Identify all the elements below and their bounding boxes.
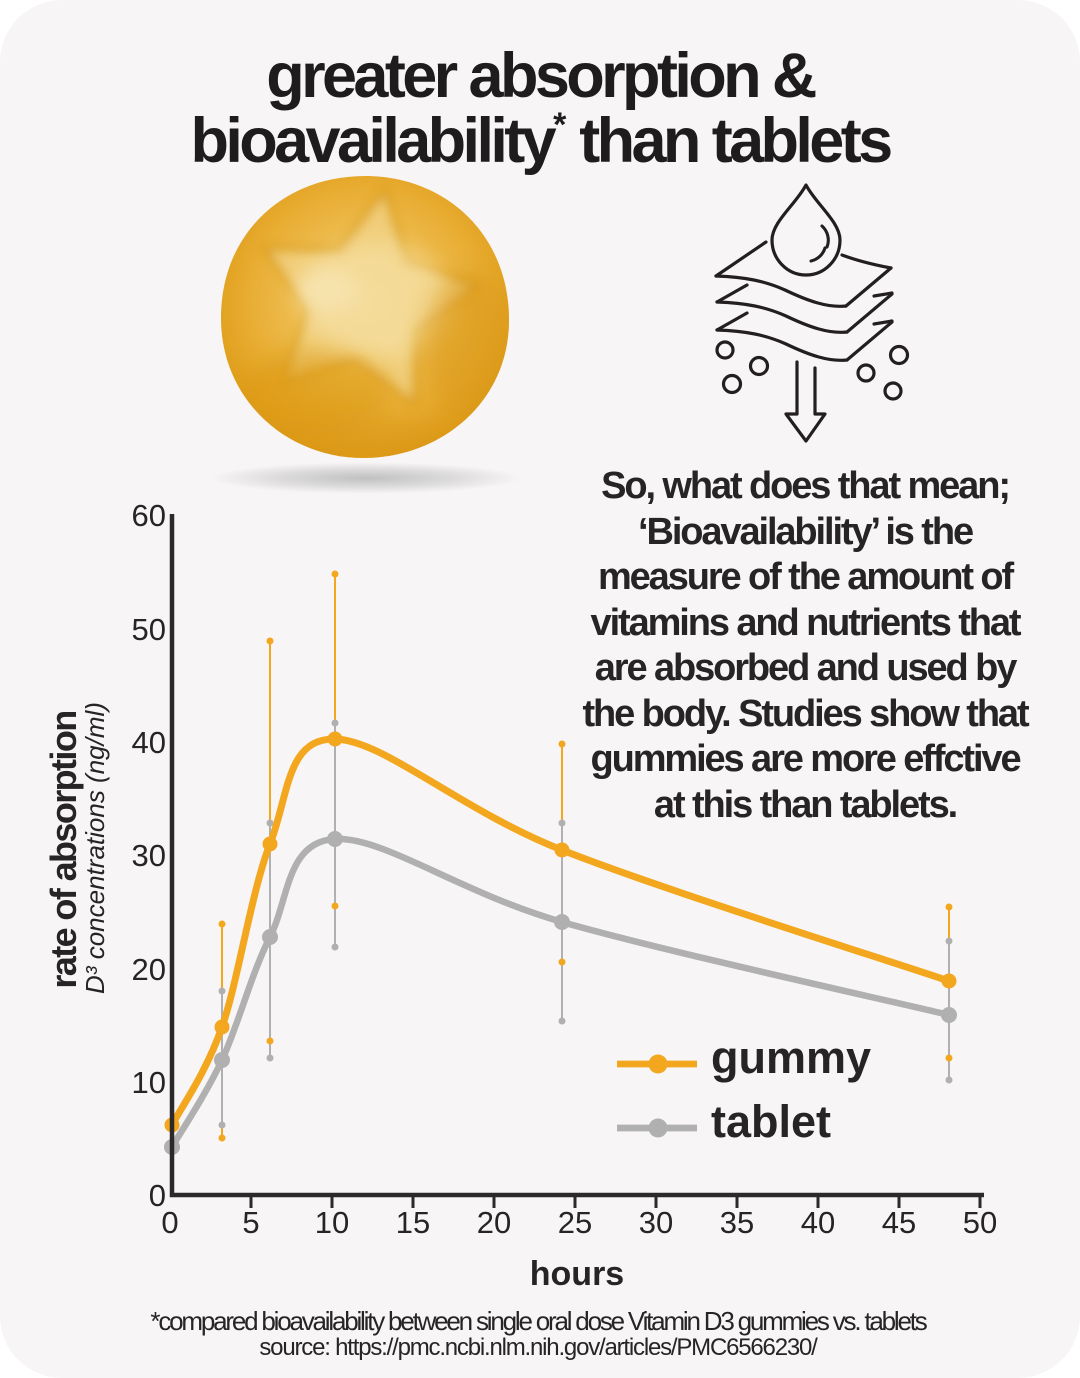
svg-text:10: 10 <box>315 1205 349 1240</box>
svg-text:5: 5 <box>242 1205 259 1240</box>
svg-text:D³ concentrations (ng/ml): D³ concentrations (ng/ml) <box>80 702 110 994</box>
svg-text:tablet: tablet <box>711 1096 831 1147</box>
svg-text:15: 15 <box>396 1205 430 1240</box>
svg-text:10: 10 <box>132 1065 166 1100</box>
svg-text:25: 25 <box>558 1205 592 1240</box>
svg-text:0: 0 <box>161 1205 178 1240</box>
svg-text:35: 35 <box>720 1205 754 1240</box>
svg-text:40: 40 <box>801 1205 835 1240</box>
svg-text:30: 30 <box>639 1205 673 1240</box>
svg-text:30: 30 <box>132 838 166 873</box>
svg-text:40: 40 <box>132 725 166 760</box>
svg-text:50: 50 <box>132 612 166 647</box>
svg-text:rate of absorption: rate of absorption <box>43 711 84 988</box>
svg-text:0: 0 <box>149 1178 166 1213</box>
svg-text:20: 20 <box>477 1205 511 1240</box>
svg-text:20: 20 <box>132 952 166 987</box>
svg-text:hours: hours <box>530 1255 624 1293</box>
svg-text:gummy: gummy <box>711 1032 871 1083</box>
svg-text:50: 50 <box>963 1205 997 1240</box>
svg-text:60: 60 <box>132 498 166 533</box>
svg-text:45: 45 <box>882 1205 916 1240</box>
